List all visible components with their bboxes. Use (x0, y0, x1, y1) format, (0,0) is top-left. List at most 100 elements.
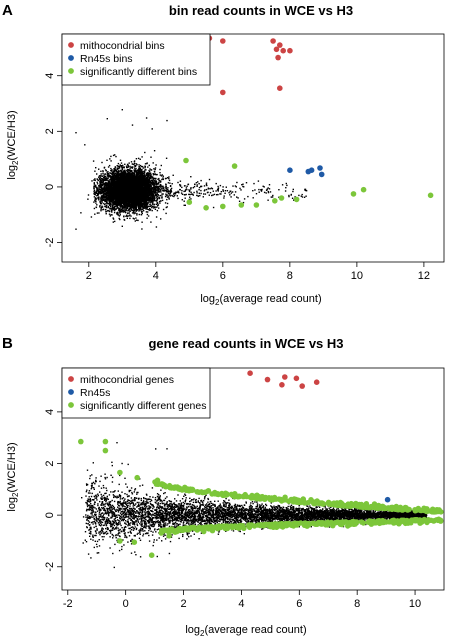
data-point (120, 162, 123, 164)
data-point (100, 200, 102, 202)
data-point (102, 194, 104, 196)
data-point (141, 212, 143, 215)
data-point (137, 209, 139, 211)
data-point (152, 202, 154, 204)
data-point (148, 180, 150, 183)
data-point (107, 205, 110, 208)
data-point (165, 193, 167, 195)
data-point (162, 185, 164, 187)
data-point (155, 199, 157, 202)
data-point (102, 178, 105, 181)
data-point (125, 209, 127, 211)
data-point (97, 188, 99, 191)
data-point (150, 156, 152, 158)
data-point (148, 164, 150, 167)
data-point (160, 164, 162, 167)
data-point (133, 167, 136, 169)
data-point (93, 179, 95, 181)
data-point (157, 194, 159, 196)
data-point (109, 172, 111, 174)
data-point (110, 195, 112, 198)
data-point (154, 191, 157, 193)
data-point (150, 221, 152, 223)
data-point (94, 170, 96, 172)
data-point (154, 192, 156, 195)
data-point (101, 184, 103, 186)
data-point (154, 191, 156, 193)
data-point (117, 167, 119, 170)
data-point (146, 174, 148, 176)
data-point (123, 170, 125, 172)
data-point (110, 204, 112, 206)
data-point (115, 208, 117, 210)
data-point (112, 208, 114, 210)
data-point (158, 190, 161, 192)
data-point (115, 200, 118, 203)
data-point (145, 185, 148, 187)
data-point (162, 177, 164, 179)
data-point (112, 171, 115, 174)
data-point (147, 215, 150, 217)
data-point (98, 198, 100, 200)
data-point (117, 203, 120, 206)
data-point (149, 196, 152, 198)
data-point (158, 207, 160, 209)
data-point (142, 170, 144, 173)
data-point (165, 184, 167, 186)
data-point (153, 188, 155, 190)
data-point (136, 174, 139, 176)
data-point (104, 194, 106, 196)
data-point (109, 184, 111, 186)
data-point (97, 179, 99, 182)
data-point (114, 177, 116, 179)
data-point (111, 172, 114, 174)
data-point (121, 167, 123, 169)
data-point (121, 210, 123, 213)
data-point (112, 218, 115, 220)
data-point (135, 165, 137, 167)
data-point (110, 214, 112, 216)
data-point (102, 199, 104, 201)
data-point (119, 159, 122, 161)
data-point (122, 201, 124, 203)
data-point (150, 204, 152, 207)
data-point (152, 178, 155, 180)
data-point (105, 185, 108, 187)
data-point (113, 168, 115, 170)
data-point (146, 198, 148, 200)
data-point (153, 199, 156, 202)
data-point (102, 183, 104, 185)
data-point (162, 175, 164, 177)
data-point (141, 172, 144, 174)
data-point (105, 199, 107, 201)
data-point (115, 155, 117, 158)
data-point (105, 206, 107, 209)
data-point (114, 196, 116, 199)
data-point (109, 208, 111, 210)
data-point (136, 214, 138, 216)
data-point (152, 197, 154, 199)
data-point (131, 167, 133, 169)
data-point (133, 202, 135, 205)
data-point (108, 184, 110, 186)
data-point (139, 168, 141, 170)
data-point (103, 202, 105, 205)
data-point (110, 205, 112, 207)
data-point (116, 168, 118, 171)
data-point (153, 182, 155, 185)
data-point (100, 189, 102, 192)
data-point (118, 209, 120, 211)
data-point (109, 185, 112, 188)
data-point (153, 205, 155, 208)
chart-title: bin read counts in WCE vs H3 (169, 3, 353, 18)
data-point (114, 166, 116, 168)
data-point (122, 166, 124, 169)
data-point (95, 198, 97, 201)
data-point (154, 167, 157, 169)
data-point (149, 176, 152, 178)
data-point (118, 167, 120, 169)
data-point (127, 174, 129, 177)
data-point (161, 193, 163, 195)
data-point (154, 173, 157, 175)
data-point (131, 170, 133, 172)
